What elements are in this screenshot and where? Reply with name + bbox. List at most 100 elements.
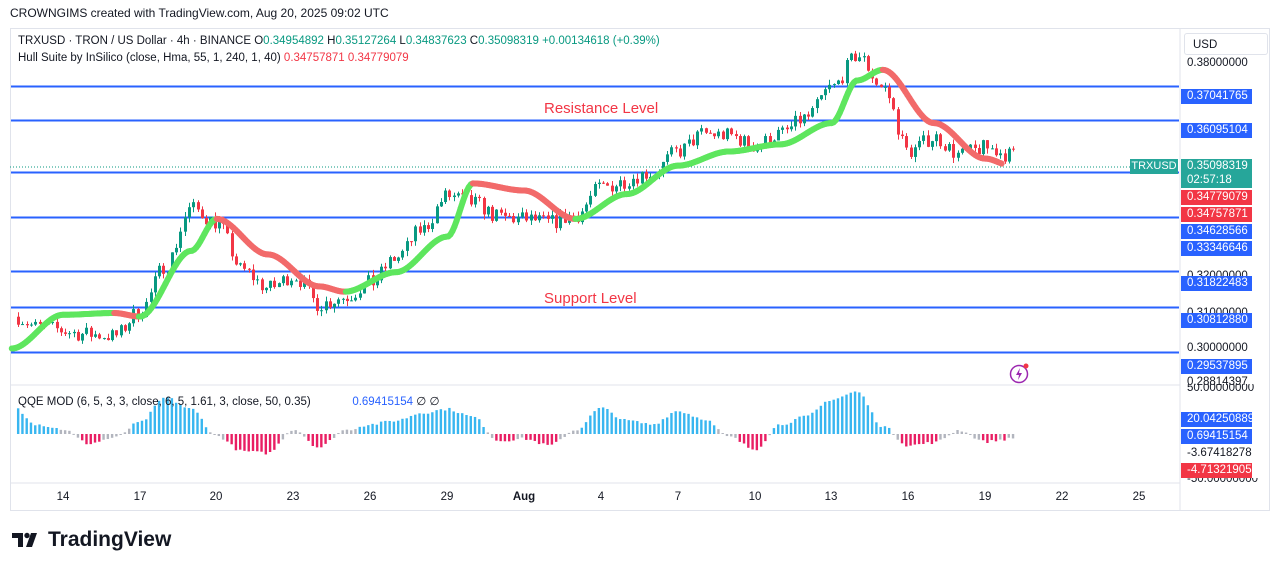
qqe-histogram-bar: [648, 424, 652, 434]
candle-body: [820, 95, 823, 100]
last-price-tag: 0.35098319: [1181, 159, 1252, 174]
qqe-histogram-bar: [913, 434, 917, 445]
candle-body: [645, 172, 648, 179]
candle-body: [286, 276, 289, 286]
qqe-histogram-bar: [226, 434, 229, 442]
candle-body: [333, 303, 336, 308]
qqe-histogram-bar: [375, 424, 379, 434]
hull-band-segment: [996, 159, 1005, 167]
qqe-histogram-bar: [499, 434, 502, 442]
qqe-histogram-bar: [320, 434, 323, 448]
candle-body: [598, 182, 601, 185]
qqe-histogram-bar: [354, 429, 357, 434]
candle-body: [98, 334, 101, 339]
qqe-histogram-bar: [435, 410, 438, 434]
candle-body: [265, 287, 268, 291]
qqe-histogram-bar: [905, 434, 908, 447]
osc-scale-bottom: -50.00000000: [1187, 478, 1258, 483]
candle-body: [85, 327, 88, 334]
candle-body: [794, 115, 797, 127]
candle-body: [397, 257, 400, 261]
currency-button[interactable]: USD: [1184, 33, 1268, 55]
qqe-histogram-bar: [102, 434, 105, 440]
qqe-histogram-bar: [38, 424, 41, 434]
candle-body: [606, 183, 609, 186]
candle-body: [111, 330, 114, 341]
qqe-histogram-bar: [892, 434, 895, 435]
candle-body: [226, 223, 229, 234]
candle-body: [824, 89, 827, 96]
qqe-histogram-bar: [823, 401, 827, 434]
lightning-icon[interactable]: [1008, 362, 1032, 384]
low-label: L: [399, 35, 406, 47]
qqe-histogram-bar: [106, 434, 110, 440]
qqe-title[interactable]: QQE MOD (6, 5, 3, 3, close, 6, 5, 1.61, …: [18, 396, 311, 408]
candle-body: [636, 178, 639, 184]
hull-tag-1: 0.34779079: [1181, 190, 1252, 205]
qqe-histogram-bar: [25, 418, 28, 434]
level-tag-5: 0.31822483: [1181, 276, 1252, 291]
qqe-histogram-bar: [964, 432, 968, 434]
qqe-histogram-bar: [443, 410, 447, 434]
candle-body: [231, 233, 234, 257]
qqe-histogram-bar: [742, 434, 746, 444]
qqe-histogram-bar: [516, 434, 519, 440]
candle-body: [103, 338, 106, 340]
qqe-histogram-bar: [956, 430, 959, 434]
qqe-histogram-bar: [414, 414, 417, 434]
osc-scale-top: 50.00000000: [1187, 384, 1255, 393]
candle-body: [978, 148, 981, 155]
candle-body: [679, 148, 682, 157]
candle-body: [282, 276, 285, 284]
qqe-histogram-bar: [977, 434, 981, 440]
candle-body: [158, 265, 161, 277]
qqe-histogram-bar: [473, 416, 477, 434]
qqe-histogram-bar: [209, 432, 212, 434]
qqe-histogram-bar: [614, 417, 618, 434]
brand-name: TradingView: [48, 528, 172, 551]
price-scale-label: 0.38000000: [1187, 57, 1248, 69]
qqe-histogram-bar: [593, 411, 596, 434]
candle-body: [837, 80, 840, 85]
qqe-histogram-bar: [136, 422, 139, 434]
candle-body: [487, 206, 490, 215]
qqe-histogram-bar: [431, 412, 434, 434]
qqe-histogram-bar: [307, 434, 310, 441]
x-tick-label: 20: [209, 491, 223, 503]
indicator-title[interactable]: Hull Suite by InSilico (close, Hma, 55, …: [18, 52, 281, 64]
symbol-title[interactable]: TRXUSD · TRON / US Dollar · 4h · BINANCE: [18, 35, 252, 47]
candle-body: [243, 263, 246, 269]
qqe-histogram-bar: [196, 412, 199, 434]
price-scale-partial: 0.28814397: [1187, 376, 1248, 385]
qqe-histogram-bar: [811, 412, 814, 434]
x-tick-label: 23: [286, 491, 300, 503]
high-label: H: [327, 35, 336, 47]
candle-body: [162, 265, 165, 274]
qqe-histogram-bar: [533, 434, 537, 441]
qqe-histogram-bar: [601, 407, 605, 434]
qqe-histogram-bar: [268, 434, 272, 452]
qqe-histogram-bar: [81, 434, 84, 441]
x-tick-label: 10: [748, 491, 762, 503]
candle-body: [628, 186, 631, 189]
qqe-histogram-bar: [367, 425, 370, 434]
candle-body: [329, 301, 332, 308]
qqe-histogram-bar: [298, 432, 302, 434]
candle-body: [999, 153, 1002, 156]
candle-body: [354, 297, 357, 301]
qqe-histogram-bar: [952, 432, 955, 434]
qqe-histogram-bar: [392, 421, 396, 434]
qqe-histogram-bar: [683, 413, 686, 434]
candle-body: [124, 325, 127, 331]
candle-body: [26, 324, 29, 326]
candle-body: [90, 327, 93, 337]
qqe-histogram-bar: [303, 434, 306, 437]
qqe-histogram-bar: [507, 434, 511, 442]
qqe-histogram-bar: [619, 419, 622, 434]
qqe-histogram-bar: [162, 397, 165, 434]
candle-body: [888, 86, 891, 99]
qqe-histogram-bar: [311, 434, 314, 446]
qqe-histogram-bar: [636, 421, 639, 434]
candle-body: [320, 310, 323, 312]
